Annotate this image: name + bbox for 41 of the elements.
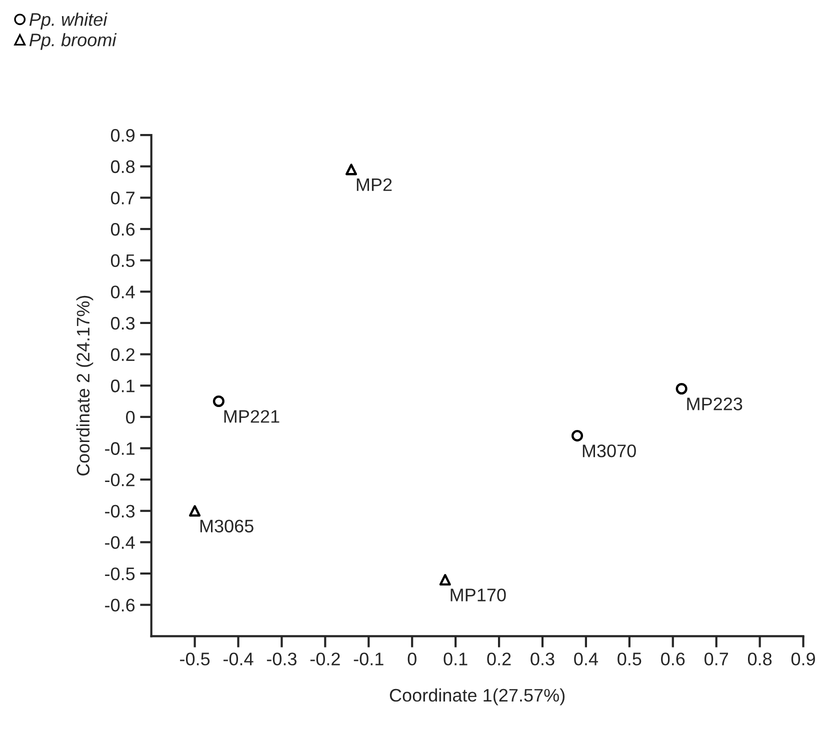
- x-tick-label: 0.3: [530, 652, 554, 666]
- x-tick-label: 0.8: [748, 652, 772, 666]
- y-tick-label: 0: [126, 410, 135, 424]
- x-tick-label: 0.1: [444, 652, 468, 666]
- x-tick-label: 0.2: [487, 652, 511, 666]
- x-axis-title: Coordinate 1(27.57%): [390, 688, 565, 706]
- y-tick-label: 0.8: [110, 160, 135, 174]
- y-tick-label: -0.2: [105, 473, 134, 486]
- y-tick-label: 0.1: [110, 380, 134, 392]
- y-tick-label: 0.9: [110, 128, 135, 142]
- y-tick-label: 0.3: [110, 316, 135, 330]
- annotation: MP221: [224, 410, 280, 423]
- y-tick-label: 0.2: [110, 348, 134, 362]
- y-axis-title: Coordinate 2 (24.17%): [76, 296, 94, 476]
- annotation: MP2: [356, 178, 392, 191]
- annotation: M3070: [582, 444, 636, 458]
- x-tick-label: 0.5: [618, 652, 642, 666]
- y-tick-label: 0.4: [110, 286, 135, 298]
- x-tick-label: -0.1: [354, 652, 384, 666]
- annotation: MP223: [687, 398, 742, 410]
- y-tick-label: -0.4: [105, 536, 135, 549]
- legend-label: Pp. whitei: [29, 12, 108, 30]
- y-tick-label: -0.6: [105, 598, 135, 612]
- x-tick-label: -0.5: [180, 652, 210, 666]
- x-tick-label: 0.4: [574, 652, 598, 666]
- x-tick-label: 0.6: [661, 652, 685, 666]
- y-tick-label: -0.1: [105, 442, 134, 455]
- y-tick-label: -0.5: [105, 567, 135, 580]
- x-tick-label: -0.3: [266, 652, 296, 666]
- x-tick-label: -0.4: [224, 652, 254, 666]
- x-tick-label: -0.2: [310, 652, 340, 666]
- y-tick-label: -0.3: [105, 504, 135, 518]
- legend-label: Pp. broomi: [29, 33, 117, 50]
- x-tick-label: 0: [408, 652, 416, 666]
- x-tick-label: 0.9: [791, 652, 815, 666]
- y-tick-label: 0.6: [110, 222, 135, 236]
- annotation: M3065: [200, 520, 254, 532]
- y-tick-label: 0.7: [110, 192, 134, 204]
- y-tick-label: 0.5: [110, 254, 135, 268]
- x-tick-label: 0.7: [704, 652, 728, 666]
- annotation: MP170: [450, 588, 506, 602]
